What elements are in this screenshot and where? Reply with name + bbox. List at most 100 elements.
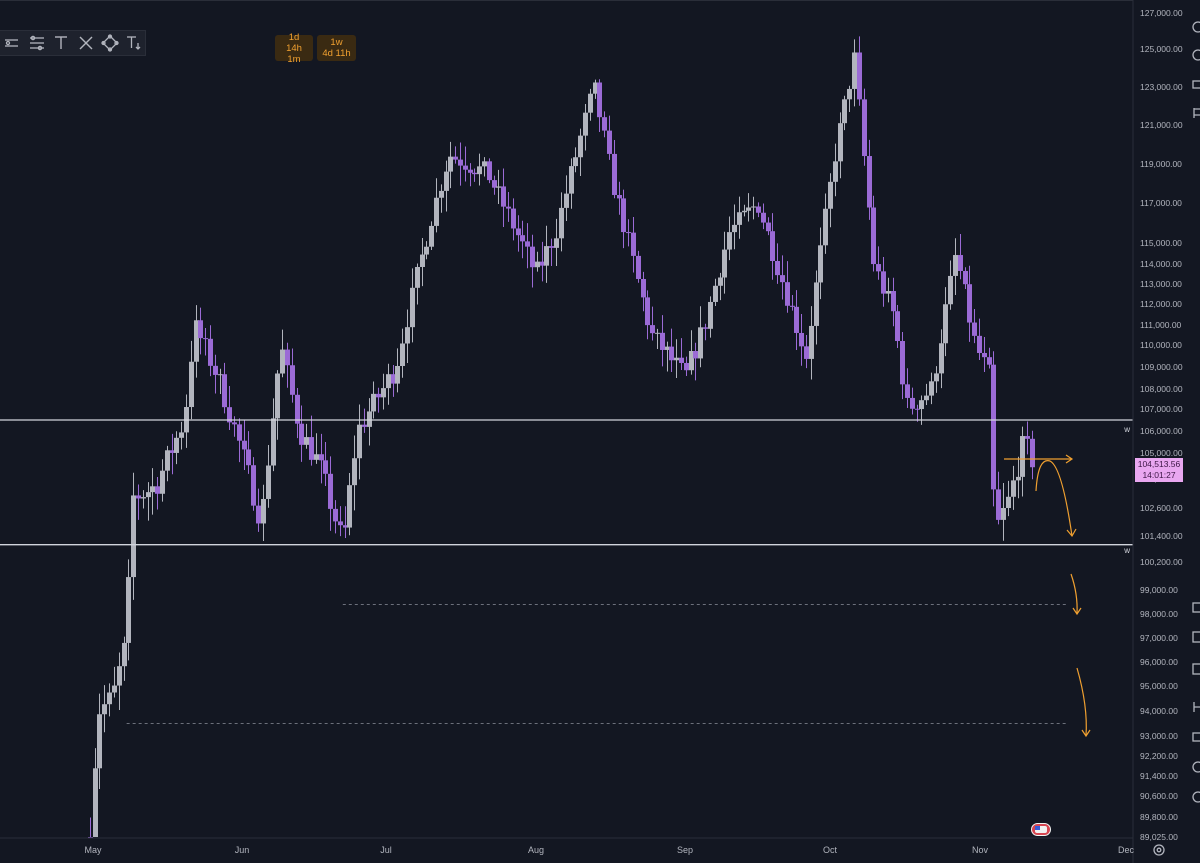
list-icon[interactable] — [1190, 630, 1200, 644]
cross-pattern-icon[interactable] — [75, 32, 96, 54]
price-tick-label: 112,000.00 — [1140, 299, 1182, 309]
candle-body — [179, 432, 184, 438]
settings-gear-icon[interactable] — [1152, 843, 1166, 857]
lines-icon[interactable] — [2, 32, 23, 54]
candle-body — [170, 450, 175, 453]
countdown-interval: 1w — [330, 37, 343, 48]
down-arrow[interactable] — [1070, 573, 1078, 615]
candle-body — [391, 374, 396, 384]
candle-body — [246, 449, 251, 466]
layers-icon[interactable] — [1190, 730, 1200, 744]
price-tick-label: 89,025.00 — [1140, 832, 1178, 842]
candle-body — [1020, 436, 1025, 477]
price-tick-label: 89,800.00 — [1140, 812, 1178, 822]
candle-body — [939, 343, 944, 374]
levels-group — [0, 419, 1133, 724]
price-tick-label: 105,000.00 — [1140, 448, 1183, 458]
candle-body — [458, 159, 463, 166]
candle-body — [746, 207, 751, 211]
candle-body — [174, 437, 179, 453]
price-tick-label: 111,000.00 — [1140, 320, 1182, 330]
candle-body — [645, 297, 650, 326]
candle-body — [314, 454, 319, 460]
news-icon[interactable] — [1190, 662, 1200, 676]
candle-body — [703, 327, 708, 329]
price-tick-label: 125,000.00 — [1140, 44, 1183, 54]
candle-body — [453, 156, 458, 160]
candle-body — [554, 238, 559, 248]
candle-body — [785, 282, 790, 306]
candle-body — [242, 440, 247, 450]
candle-body — [165, 450, 170, 471]
alarm-icon[interactable] — [1190, 48, 1200, 62]
time-tick-label: Aug — [528, 845, 544, 855]
candle-body — [963, 270, 968, 285]
candle-body — [742, 210, 747, 213]
candle-body — [97, 714, 102, 769]
candle-body — [544, 246, 549, 266]
countdown-1d[interactable]: 1d 14h 1m — [275, 32, 313, 65]
arrow-head — [1072, 607, 1082, 616]
tree-icon[interactable] — [1190, 700, 1200, 714]
candle-body — [285, 349, 290, 366]
candle-body — [299, 423, 304, 445]
candle-body — [693, 351, 698, 359]
text-icon[interactable] — [51, 32, 72, 54]
current-price-badge: 104,513.56 14:01:27 — [1135, 458, 1183, 482]
candle-body — [915, 408, 920, 410]
price-tick-label: 91,400.00 — [1140, 771, 1178, 781]
candle-body — [251, 465, 256, 506]
candle-body — [679, 357, 684, 363]
down-arrow[interactable] — [1076, 667, 1087, 737]
candle-body — [910, 397, 915, 409]
candle-body — [122, 642, 127, 667]
candle-body — [905, 384, 910, 398]
candle-body — [439, 190, 444, 198]
candle-body — [871, 207, 876, 265]
chat-icon[interactable] — [1190, 78, 1200, 92]
fib-icon[interactable] — [26, 32, 47, 54]
curved-arrow[interactable] — [1035, 459, 1073, 537]
countdown-1w[interactable]: 1w 4d 11h — [317, 35, 356, 61]
candle-body — [881, 271, 886, 294]
target-icon[interactable] — [1190, 760, 1200, 774]
time-tick-label: Sep — [677, 845, 693, 855]
calendar-icon[interactable] — [1190, 600, 1200, 614]
candle-body — [665, 346, 670, 350]
candle-body — [420, 254, 425, 267]
candle-body — [934, 373, 939, 382]
plus-icon[interactable] — [1190, 20, 1200, 34]
candle-body — [1006, 496, 1011, 509]
candles-group — [88, 36, 1035, 838]
price-tick-label: 98,000.00 — [1140, 609, 1178, 619]
node-icon[interactable] — [99, 32, 120, 54]
candle-body — [463, 165, 468, 170]
price-tick-label: 113,000.00 — [1140, 279, 1182, 289]
candle-body — [323, 460, 328, 474]
help-icon[interactable] — [1190, 790, 1200, 804]
candle-body — [362, 424, 367, 427]
candle-body — [107, 692, 112, 705]
text-size-icon[interactable] — [124, 32, 145, 54]
candle-body — [424, 246, 429, 255]
candle-body — [208, 338, 213, 366]
economic-event-flag-icon[interactable] — [1031, 823, 1051, 836]
candle-body — [1011, 480, 1016, 497]
candle-body — [919, 400, 924, 410]
candle-body — [482, 161, 487, 167]
time-axis: May Jun Jul Aug Sep Oct Nov Dec — [84, 845, 1134, 855]
flag-icon[interactable] — [1190, 106, 1200, 120]
candle-body — [689, 351, 694, 371]
candle-body — [972, 322, 977, 336]
candle-body — [842, 99, 847, 124]
current-price-value: 104,513.56 — [1137, 459, 1181, 469]
candle-body — [583, 112, 588, 136]
candle-body — [237, 424, 242, 441]
time-tick-label: Oct — [823, 845, 838, 855]
candle-body — [150, 486, 155, 493]
candle-body — [352, 458, 357, 486]
time-tick-label: Jun — [235, 845, 250, 855]
candle-body — [405, 327, 410, 344]
candle-body — [766, 222, 771, 232]
